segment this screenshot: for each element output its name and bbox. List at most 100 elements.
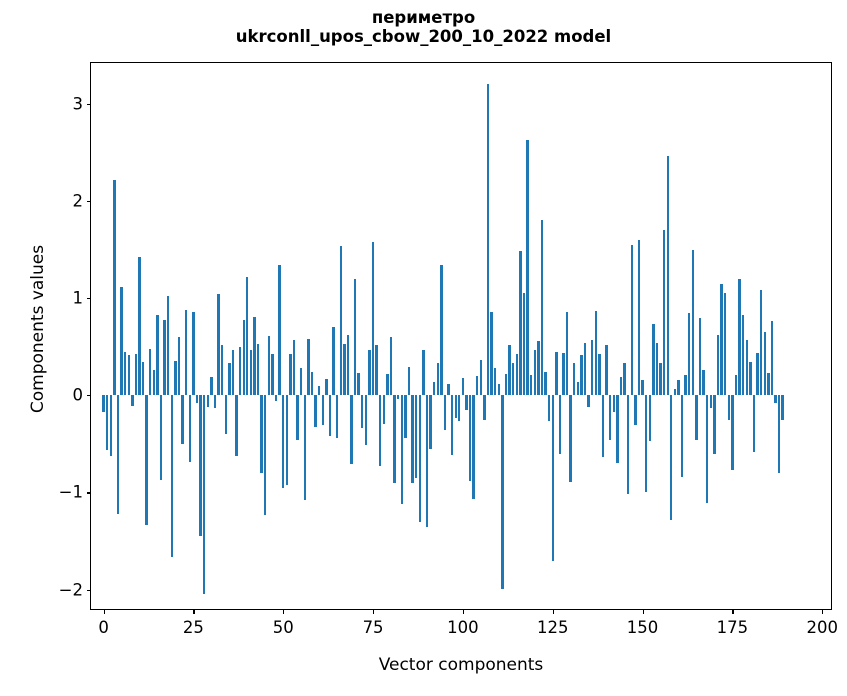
y-tick-label: 3 — [72, 94, 84, 114]
bar — [709, 395, 713, 408]
bar — [314, 395, 317, 428]
bar — [393, 395, 396, 483]
bar — [195, 395, 199, 404]
bar — [364, 395, 368, 445]
bar — [587, 395, 590, 407]
bar — [145, 395, 148, 525]
bar — [547, 395, 551, 421]
bar — [734, 374, 738, 396]
bar — [698, 317, 702, 396]
bar — [163, 319, 166, 396]
bar — [486, 84, 490, 396]
bar — [411, 395, 414, 483]
bar — [519, 251, 522, 396]
bar — [680, 395, 684, 477]
bar — [256, 343, 260, 396]
x-tick-mark — [732, 609, 734, 614]
plot-axes: −2 −1 0 1 2 3 0 25 50 75 100 125 150 175 200 — [59, 62, 838, 637]
bar — [152, 370, 156, 396]
bar — [512, 363, 515, 396]
bar — [167, 296, 170, 396]
bar — [691, 249, 695, 396]
x-tick-mark — [103, 609, 105, 614]
bar — [494, 368, 497, 396]
y-tick-mark — [86, 200, 91, 203]
bar — [630, 244, 633, 396]
bar — [626, 395, 630, 495]
bar — [558, 395, 562, 454]
bar — [573, 363, 576, 396]
bar — [361, 395, 364, 429]
bar — [580, 355, 583, 396]
bar — [397, 395, 400, 400]
bar — [278, 265, 281, 396]
bar — [335, 395, 339, 439]
bar — [605, 344, 608, 396]
bar — [562, 352, 565, 396]
bar — [231, 349, 235, 396]
x-tick-mark — [552, 609, 554, 614]
bar — [120, 287, 123, 396]
bar — [224, 395, 227, 435]
y-tick-label: 1 — [72, 288, 84, 308]
x-tick-label: 200 — [806, 618, 838, 637]
y-tick-label: 2 — [72, 191, 84, 211]
y-tick-mark — [86, 395, 91, 397]
bar — [317, 385, 321, 396]
bar — [756, 352, 759, 396]
bar — [432, 381, 436, 396]
bar — [440, 265, 443, 396]
bar — [267, 336, 271, 396]
bar — [616, 395, 619, 464]
y-tick-mark — [86, 298, 91, 300]
bar — [177, 337, 181, 396]
x-tick-mark — [462, 609, 465, 614]
bar — [328, 395, 332, 437]
bar — [310, 371, 314, 396]
bar — [688, 312, 691, 396]
bar — [228, 363, 231, 396]
bar — [565, 311, 569, 396]
bar — [458, 395, 461, 421]
bar — [371, 241, 375, 396]
bar — [533, 349, 536, 396]
x-tick-label: 125 — [536, 618, 569, 637]
bar — [149, 348, 152, 396]
bar — [526, 139, 529, 396]
bar — [670, 395, 673, 520]
bar — [443, 395, 447, 431]
chart-title-line-1: периметро — [371, 8, 476, 27]
bar — [113, 179, 116, 396]
x-tick-mark — [283, 609, 285, 614]
bar — [598, 354, 601, 396]
bar — [713, 395, 716, 454]
bar — [422, 349, 425, 396]
bar — [271, 353, 274, 396]
bar — [447, 383, 450, 396]
bar — [357, 372, 360, 396]
bar — [749, 362, 752, 396]
bar — [253, 316, 256, 396]
bar — [192, 311, 195, 396]
bar — [181, 395, 184, 444]
bar — [429, 395, 432, 449]
bar — [418, 395, 421, 522]
bar — [738, 278, 741, 396]
y-tick-label: 0 — [72, 385, 84, 405]
bar — [450, 395, 454, 455]
bar — [170, 395, 174, 557]
bar — [350, 395, 353, 465]
y-tick-mark — [86, 492, 91, 494]
bar — [684, 374, 687, 396]
bar — [461, 377, 465, 396]
bar — [404, 395, 407, 439]
bar — [601, 395, 605, 458]
bar — [131, 395, 134, 406]
bar — [544, 371, 547, 396]
bar — [666, 156, 669, 396]
bar — [109, 395, 112, 456]
x-axis-label: Vector components — [378, 655, 544, 675]
bar — [504, 373, 508, 396]
x-tick-label: 25 — [182, 618, 204, 637]
bar — [220, 344, 224, 396]
